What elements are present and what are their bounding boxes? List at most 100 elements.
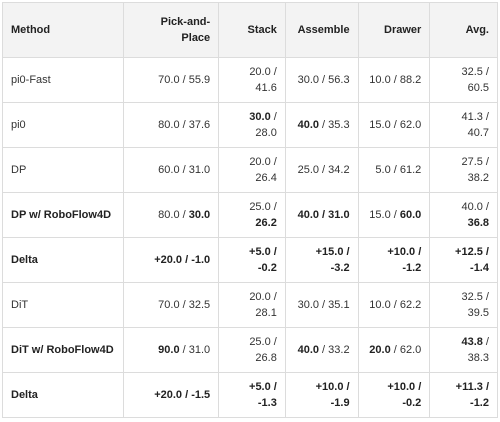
score-cell: +10.0 / -1.9 [284,372,359,418]
score-cell: 80.0 / 30.0 [123,192,220,238]
method-cell: DP [1,147,125,193]
score-cell: 20.0 / 62.0 [357,327,431,373]
cell-text: 20.0 / 28.1 [249,291,277,319]
score-cell: +10.0 / -0.2 [357,372,431,418]
score-cell: +5.0 / -0.2 [218,237,286,283]
table-row: DP w/ RoboFlow4D 80.0 / 30.0 25.0 / 26.2 40… [1,192,498,238]
method-cell: DP w/ RoboFlow4D [1,192,125,238]
score-cell: 40.0 / 33.2 [284,327,359,373]
cell-text: 80.0 / 37.6 [158,119,211,131]
score-cell: 15.0 / 62.0 [357,102,431,148]
score-cell: 43.8 / 38.3 [429,327,498,373]
score-cell: 40.0 / 36.8 [429,192,498,238]
cell-text: 5.0 / 61.2 [375,164,422,176]
cell-text: +5.0 / -0.2 [249,246,277,274]
cell-text: 10.0 / 88.2 [369,74,422,86]
score-cell: 60.0 / 31.0 [123,147,220,193]
method-cell: pi0 [1,102,125,148]
cell-text: 32.5 / 39.5 [461,291,489,319]
header-cell: Assemble [284,2,359,58]
cell-text: pi0-Fast [11,74,51,86]
header-cell: Pick-and-Place [123,2,220,58]
cell-text: 41.3 / 40.7 [461,111,489,139]
cell-text: 20.0 / 26.4 [249,156,277,184]
score-cell: 90.0 / 31.0 [123,327,220,373]
score-cell: 30.0 / 56.3 [284,57,359,103]
cell-text: +10.0 / -1.2 [387,246,422,274]
score-cell: +20.0 / -1.5 [123,372,220,418]
cell-text: 70.0 / 32.5 [158,299,211,311]
cell-text: 90.0 [158,344,180,356]
cell-text: DP w/ RoboFlow4D [11,209,112,221]
table-row: DiT 70.0 / 32.5 20.0 / 28.1 30.0 / 35.1 10.0… [1,282,498,328]
header-cell: Avg. [429,2,498,58]
cell-text: 20.0 [369,344,391,356]
score-cell: +11.3 / -1.2 [429,372,498,418]
cell-text: 43.8 [461,336,483,348]
header-cell: Drawer [357,2,431,58]
cell-text: DP [11,164,27,176]
cell-text: +15.0 / -3.2 [315,246,350,274]
table-row: pi0-Fast 70.0 / 55.9 20.0 / 41.6 30.0 / 56.… [1,57,498,103]
cell-text: 40.0 [297,344,319,356]
score-cell: 25.0 / 34.2 [284,147,359,193]
cell-text: DiT [11,299,29,311]
score-cell: 41.3 / 40.7 [429,102,498,148]
table-row: Delta +20.0 / -1.0 +5.0 / -0.2 +15.0 / -3.2… [1,237,498,283]
cell-text: Delta [11,389,38,401]
score-cell: 20.0 / 28.1 [218,282,286,328]
score-cell: +5.0 / -1.3 [218,372,286,418]
score-cell: 32.5 / 60.5 [429,57,498,103]
cell-text: +10.0 / -0.2 [387,381,422,409]
cell-text: / 31.0 [179,344,211,356]
score-cell: 25.0 / 26.2 [218,192,286,238]
score-cell: +12.5 / -1.4 [429,237,498,283]
cell-text: +12.5 / -1.4 [455,246,489,274]
score-cell: 30.0 / 35.1 [284,282,359,328]
score-cell: +20.0 / -1.0 [123,237,220,283]
cell-text: / 62.0 [390,344,422,356]
method-cell: DiT w/ RoboFlow4D [1,327,125,373]
score-cell: 27.5 / 38.2 [429,147,498,193]
method-cell: Delta [1,372,125,418]
score-cell: 70.0 / 32.5 [123,282,220,328]
score-cell: 10.0 / 88.2 [357,57,431,103]
score-cell: 32.5 / 39.5 [429,282,498,328]
cell-text: 25.0 / 26.8 [249,336,277,364]
cell-text: +20.0 / -1.0 [154,254,211,266]
cell-text: 80.0 / [158,209,189,221]
score-cell: +15.0 / -3.2 [284,237,359,283]
table-row: DP 60.0 / 31.0 20.0 / 26.4 25.0 / 34.2 5.0 /… [1,147,498,193]
cell-text: 40.0 [297,119,319,131]
score-cell: 20.0 / 41.6 [218,57,286,103]
cell-text: +5.0 / -1.3 [249,381,277,409]
cell-text: pi0 [11,119,26,131]
table-row: Delta +20.0 / -1.5 +5.0 / -1.3 +10.0 / -1.9… [1,372,498,418]
cell-text: 25.0 / 34.2 [297,164,350,176]
method-cell: DiT [1,282,125,328]
cell-text: 30.0 / 56.3 [297,74,350,86]
cell-text: 60.0 / 31.0 [158,164,211,176]
table-row: DiT w/ RoboFlow4D 90.0 / 31.0 25.0 / 26.8 4… [1,327,498,373]
score-cell: 10.0 / 62.2 [357,282,431,328]
score-cell: 5.0 / 61.2 [357,147,431,193]
score-cell: +10.0 / -1.2 [357,237,431,283]
method-cell: pi0-Fast [1,57,125,103]
cell-text: / 33.2 [319,344,350,356]
cell-text: +11.3 / -1.2 [455,381,489,409]
cell-text: Delta [11,254,38,266]
cell-text: 36.8 [467,217,489,229]
cell-text: 10.0 / 62.2 [369,299,422,311]
cell-text: / 35.3 [319,119,350,131]
score-cell: 40.0 / 35.3 [284,102,359,148]
cell-text: 15.0 / [369,209,400,221]
header-cell: Stack [218,2,286,58]
cell-text: / 38.3 [467,336,489,364]
cell-text: 26.2 [255,217,277,229]
cell-text: 27.5 / 38.2 [461,156,489,184]
cell-text: 25.0 / [249,201,277,213]
cell-text: 40.0 / [461,201,489,213]
score-cell: 70.0 / 55.9 [123,57,220,103]
cell-text: +20.0 / -1.5 [154,389,211,401]
